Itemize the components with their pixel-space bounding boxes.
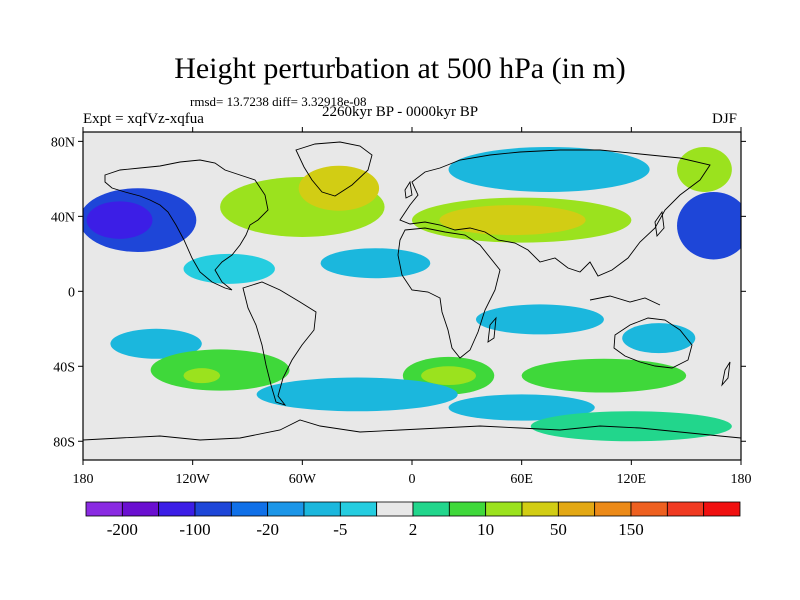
season-label: DJF [712, 111, 738, 127]
lon-label: 120E [617, 472, 647, 487]
plot-area [83, 132, 741, 460]
colorbar-swatch [267, 501, 305, 517]
lat-label: 80S [53, 435, 75, 450]
field-region-southern-low [256, 377, 458, 412]
lon-label: 120W [176, 472, 211, 487]
field-region-trop-pac-low [183, 253, 275, 284]
colorbar-swatch [412, 501, 450, 517]
africa-coast [397, 227, 501, 359]
lon-label: 180 [73, 472, 94, 487]
colorbar-swatch [630, 501, 668, 517]
antarctica-coast [83, 419, 741, 441]
colorbar-swatch [376, 501, 414, 517]
field-region-siberia-low [448, 146, 650, 192]
colorbar-swatch [158, 501, 196, 517]
field-region-spac-low [110, 328, 202, 359]
colorbar-label: -100 [179, 520, 210, 539]
colorbar-label: 10 [477, 520, 494, 539]
colorbar-label: -200 [107, 520, 138, 539]
lat-label: 40S [53, 360, 75, 375]
uk-coast [404, 180, 413, 199]
field-region-antarctic-high [530, 411, 732, 442]
field-region-southern-low-2 [448, 394, 595, 421]
south-america-coast [242, 281, 317, 406]
colorbar-label: 150 [618, 520, 644, 539]
field-region-sio-high [521, 358, 687, 393]
madagascar-coast [487, 316, 497, 343]
colorbar-swatch [703, 501, 741, 517]
colorbar [85, 501, 741, 517]
neutral-background [83, 132, 741, 460]
field-region-spac-high-core [183, 368, 221, 384]
height-field [83, 146, 741, 442]
latitude-labels: 80N 40N 0 40S 80S [51, 135, 75, 450]
colorbar-swatch [339, 501, 378, 517]
lon-label: 60E [510, 472, 533, 487]
coastlines [83, 141, 741, 441]
colorbar-swatch [485, 501, 523, 517]
lon-label: 180 [731, 472, 752, 487]
field-region-aus-low [622, 323, 696, 354]
greenland-coast [295, 141, 373, 197]
colorbar-swatch [594, 501, 632, 517]
period-label: 2260kyr BP - 0000kyr BP [322, 104, 479, 120]
north-america-coast [104, 159, 269, 291]
field-region-alaska-high [677, 146, 732, 192]
field-region-trop-atl-low [320, 248, 431, 279]
colorbar-label: 50 [550, 520, 567, 539]
colorbar-swatch [557, 501, 596, 517]
new-zealand-coast [721, 361, 731, 387]
lat-label: 40N [51, 210, 75, 225]
stats-label: rmsd= 13.7238 diff= 3.32918e-08 [190, 94, 367, 109]
field-region-wpac-low [677, 191, 741, 260]
colorbar-swatch [303, 501, 341, 517]
colorbar-swatch [666, 501, 705, 517]
colorbar-swatch [194, 501, 232, 517]
field-region-natl-high-core [298, 165, 380, 211]
longitude-labels: 180 120W 60W 0 60E 120E 180 [73, 472, 752, 487]
field-region-io-low [475, 304, 604, 335]
colorbar-label: -5 [333, 520, 347, 539]
map-title: Height perturbation at 500 hPa (in m) [174, 52, 626, 85]
eurasia-coast [399, 149, 711, 277]
colorbar-labels: -200 -100 -20 -5 2 10 50 150 [107, 520, 644, 539]
field-region-eurasia-high-core [439, 205, 586, 236]
axis-ticks [78, 127, 746, 465]
lat-label: 0 [68, 285, 75, 300]
lon-label: 60W [289, 472, 317, 487]
field-region-npac-low-core [86, 201, 153, 239]
field-region-spac-high [150, 349, 290, 391]
colorbar-label: 2 [409, 520, 418, 539]
colorbar-swatch [448, 501, 487, 517]
colorbar-swatch [230, 501, 269, 517]
lat-label: 80N [51, 135, 75, 150]
lon-label: 0 [409, 472, 416, 487]
australia-coast [613, 317, 693, 369]
colorbar-swatch [85, 501, 123, 517]
colorbar-label: -20 [256, 520, 279, 539]
indonesia-coast [589, 295, 661, 306]
field-region-satl-high-core [421, 366, 476, 386]
colorbar-swatch [121, 501, 160, 517]
experiment-label: Expt = xqfVz-xqfua [83, 111, 204, 127]
colorbar-swatch [521, 501, 559, 517]
japan-coast [654, 210, 665, 238]
